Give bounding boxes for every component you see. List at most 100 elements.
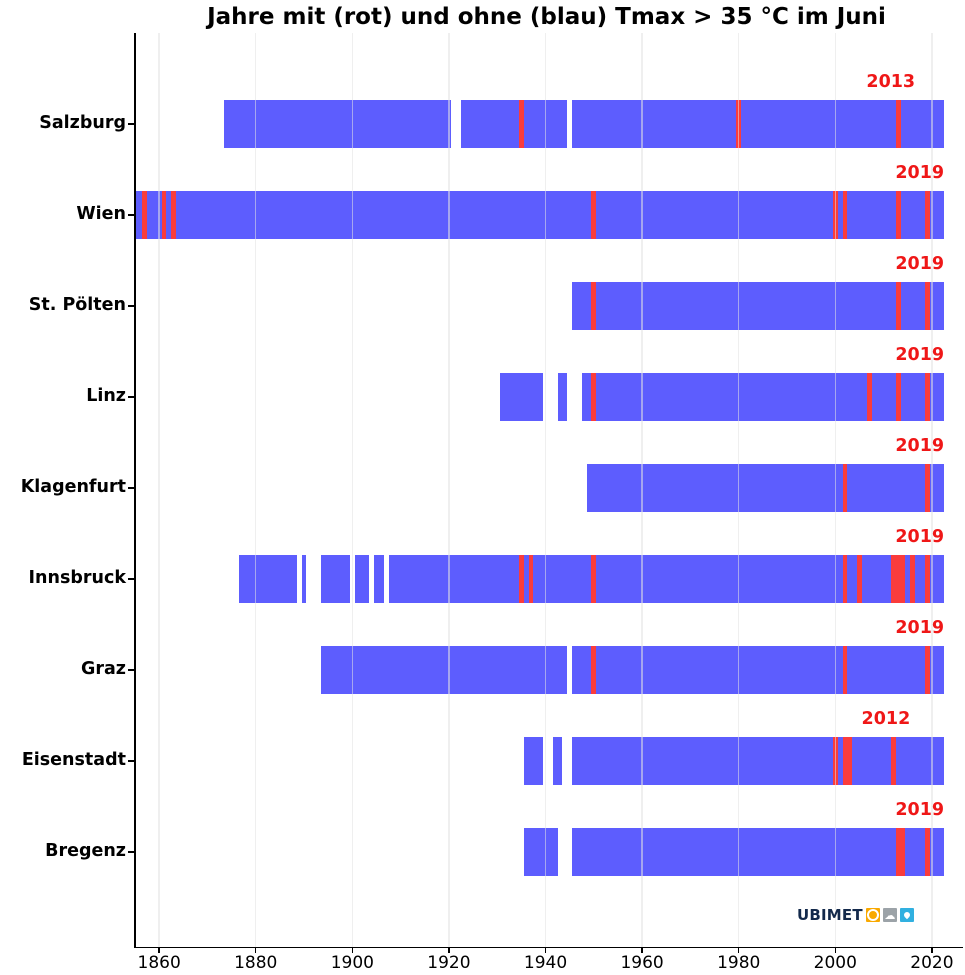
x-axis-tick-label: 2000: [813, 953, 857, 973]
x-axis-tick: [254, 947, 257, 953]
y-axis-city-label: Wien: [76, 204, 126, 224]
bar-segment-blue: [586, 464, 843, 512]
bar-segment-red: [857, 555, 862, 603]
gridline: [254, 33, 257, 947]
bar-segment-blue: [861, 555, 891, 603]
bar-segment-red: [518, 555, 524, 603]
bar-segment-blue: [596, 373, 867, 421]
last-red-year-label: 2019: [895, 163, 945, 183]
bar-segment-blue: [929, 646, 944, 694]
bar-segment-red: [924, 282, 930, 330]
bar-segment-blue: [354, 555, 370, 603]
gridline: [931, 33, 933, 947]
y-axis-tick: [128, 851, 135, 853]
bar-segment-blue: [238, 555, 297, 603]
x-axis-tick: [737, 947, 740, 953]
bar-segment-red: [842, 646, 848, 694]
bar-segment-blue: [852, 737, 891, 785]
y-axis-city-label: Innsbruck: [28, 568, 126, 588]
bar-segment-red: [924, 191, 930, 239]
y-axis-city-label: Eisenstadt: [21, 750, 126, 770]
gridline: [158, 33, 160, 947]
cloud-icon: ☁: [882, 908, 897, 922]
bar-segment-blue: [523, 555, 529, 603]
plot-area: 2013 2019 2019 2019 2019 2019 2019 2012 2019: [135, 33, 958, 947]
bar-segment-blue: [572, 282, 592, 330]
bar-segment-red: [895, 100, 901, 148]
last-red-year-label: 2019: [895, 618, 945, 638]
bar-segment-blue: [461, 100, 519, 148]
bar-segment-blue: [929, 373, 944, 421]
gridline: [834, 33, 837, 947]
bar-segment-blue: [915, 555, 925, 603]
x-axis-tick: [834, 947, 837, 953]
x-axis-spine: [134, 946, 963, 949]
bar-segment-blue: [905, 828, 925, 876]
bar-segment-blue: [388, 555, 519, 603]
bar-segment-blue: [871, 373, 896, 421]
y-axis-tick: [128, 214, 135, 216]
x-axis-tick-label: 1980: [717, 953, 761, 973]
bar-segment-red: [591, 373, 597, 421]
droplet-icon: [899, 908, 914, 922]
y-axis-spine: [134, 33, 136, 948]
bar-segment-red: [842, 737, 853, 785]
bar-segment-blue: [135, 191, 143, 239]
sun-icon: [865, 908, 880, 922]
last-red-year-label: 2019: [895, 436, 945, 456]
bar-segment-blue: [837, 737, 843, 785]
bar-segment-blue: [147, 191, 162, 239]
x-axis-tick-label: 1900: [330, 953, 374, 973]
bar-segment-blue: [905, 555, 911, 603]
y-axis-city-label: Linz: [86, 386, 126, 406]
y-axis-tick: [128, 305, 135, 307]
bar-segment-blue: [224, 100, 452, 148]
bar-segment-blue: [847, 464, 925, 512]
bar-segment-blue: [900, 191, 925, 239]
bar-segment-red: [591, 191, 597, 239]
bar-segment-blue: [581, 373, 592, 421]
bar-segment-blue: [523, 828, 558, 876]
bar-segment-red: [171, 191, 177, 239]
bar-segment-blue: [929, 191, 944, 239]
bar-segment-red: [842, 464, 848, 512]
y-axis-tick: [128, 123, 135, 125]
bar-segment-blue: [176, 191, 592, 239]
x-axis-tick: [931, 947, 933, 953]
y-axis-tick: [128, 578, 135, 580]
bar-segment-red: [924, 828, 930, 876]
bar-segment-blue: [572, 100, 737, 148]
bar-segment-blue: [929, 282, 944, 330]
last-red-year-label: 2019: [895, 345, 945, 365]
bar-segment-red: [518, 100, 524, 148]
bar-segment-red: [895, 282, 901, 330]
bar-segment-blue: [837, 191, 843, 239]
bar-segment-blue: [929, 464, 944, 512]
y-axis-city-label: Bregenz: [45, 841, 126, 861]
bar-segment-red: [142, 191, 148, 239]
y-axis-tick: [128, 760, 135, 762]
x-axis-tick: [641, 947, 643, 953]
bar-segment-red: [528, 555, 534, 603]
bar-segment-blue: [572, 646, 592, 694]
bar-segment-red: [842, 555, 848, 603]
bar-segment-red: [842, 191, 848, 239]
bar-segment-blue: [320, 646, 568, 694]
bar-segment-blue: [596, 282, 896, 330]
last-red-year-label: 2013: [866, 72, 916, 92]
ubimet-logo: UBIMET ☁: [797, 906, 914, 924]
bar-segment-blue: [320, 555, 350, 603]
x-axis-tick-label: 2020: [910, 953, 954, 973]
bar-segment-red: [895, 191, 901, 239]
bar-segment-blue: [572, 737, 833, 785]
bar-segment-blue: [499, 373, 544, 421]
x-axis-tick: [351, 947, 354, 953]
bar-segment-red: [910, 555, 915, 603]
bar-segment-red: [890, 555, 906, 603]
x-axis-tick-label: 1960: [620, 953, 664, 973]
bar-segment-blue: [847, 646, 925, 694]
gridline: [544, 33, 547, 947]
y-axis-tick: [128, 487, 135, 489]
last-red-year-label: 2012: [861, 709, 911, 729]
